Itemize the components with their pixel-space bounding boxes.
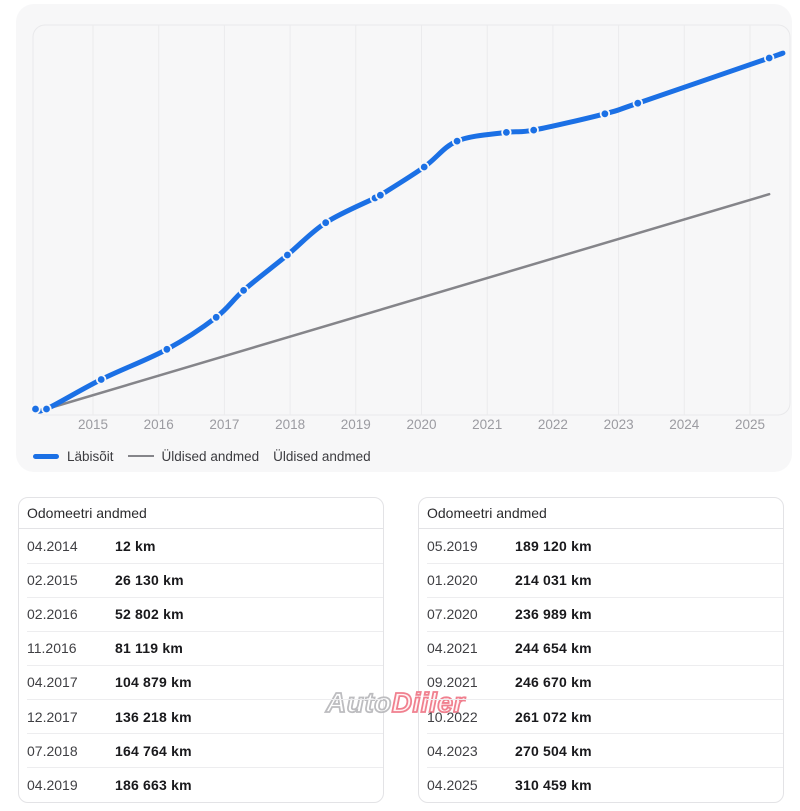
data-point-marker — [599, 108, 611, 120]
legend-item[interactable]: Läbisõit — [33, 449, 114, 464]
legend-item[interactable]: Üldised andmed — [273, 449, 371, 464]
odometer-date: 05.2019 — [427, 538, 478, 555]
table-row: 04.2017 104 879 km — [19, 664, 383, 699]
chart-legend: Läbisõit Üldised andmed Üldised andmed — [33, 445, 371, 467]
x-tick-label: 2023 — [603, 417, 634, 432]
table-row: 07.2020 236 989 km — [419, 596, 783, 631]
odometer-value: 236 989 km — [515, 606, 592, 623]
average-line — [45, 192, 771, 411]
data-point-marker — [238, 285, 249, 296]
odometer-date: 10.2022 — [427, 708, 478, 725]
table-row: 10.2022 261 072 km — [419, 698, 783, 733]
odometer-date: 04.2023 — [427, 742, 478, 759]
data-point-marker — [282, 249, 293, 261]
odometer-value: 81 119 km — [115, 640, 183, 657]
mileage-line — [33, 50, 786, 414]
odometer-value: 246 670 km — [515, 674, 592, 691]
x-tick-label: 2017 — [209, 417, 240, 432]
table-title: Odomeetri andmed — [419, 498, 783, 529]
odometer-table-right: Odomeetri andmed 05.2019 189 120 km 01.202… — [418, 497, 784, 803]
table-row: 09.2021 246 670 km — [419, 664, 783, 699]
odometer-date: 09.2021 — [427, 674, 478, 691]
odometer-value: 26 130 km — [115, 572, 184, 589]
data-point-marker — [528, 124, 539, 136]
odometer-date: 07.2018 — [27, 742, 78, 759]
table-row: 12.2017 136 218 km — [19, 698, 383, 733]
gray-line-swatch-icon — [127, 454, 154, 458]
odometer-date: 04.2014 — [27, 538, 78, 555]
blue-line-swatch-icon — [33, 453, 59, 459]
x-tick-label: 2020 — [406, 417, 437, 432]
x-tick-label: 2019 — [340, 417, 371, 432]
odometer-value: 136 218 km — [115, 708, 192, 725]
table-row: 01.2020 214 031 km — [419, 562, 783, 597]
table-rows: 04.2014 12 km 02.2015 26 130 km 02.2016 52 80… — [19, 529, 383, 802]
odometer-date: 04.2019 — [27, 776, 78, 793]
data-point-marker — [764, 52, 775, 64]
odometer-value: 270 504 km — [515, 742, 592, 759]
x-tick-label: 2022 — [537, 417, 568, 432]
odometer-date: 04.2021 — [427, 640, 478, 657]
odometer-value: 164 764 km — [115, 742, 192, 759]
x-tick-label: 2021 — [472, 417, 503, 432]
odometer-date: 02.2016 — [27, 606, 78, 623]
mileage-chart-card: 2015 2016 2017 2018 2019 2020 2021 2022 2023 2024… — [16, 4, 792, 472]
legend-item[interactable]: Üldised andmed — [127, 448, 260, 464]
odometer-table-left: Odomeetri andmed 04.2014 12 km 02.2015 26 1… — [18, 497, 384, 803]
table-row: 04.2019 186 663 km — [19, 767, 383, 802]
odometer-date: 04.2025 — [427, 776, 478, 793]
data-point-marker — [419, 161, 430, 173]
odometer-value: 244 654 km — [515, 640, 592, 657]
data-point-marker — [375, 189, 386, 201]
data-point-marker — [501, 127, 512, 138]
data-point-marker — [95, 374, 107, 385]
legend-label: Läbisõit — [67, 448, 114, 464]
odometer-value: 12 km — [115, 538, 156, 555]
x-tick-label: 2015 — [77, 417, 109, 432]
odometer-value: 261 072 km — [515, 708, 592, 725]
odometer-value: 104 879 km — [115, 674, 192, 691]
legend-label: Üldised andmed — [161, 448, 260, 464]
data-point-marker — [320, 217, 331, 228]
odometer-value: 186 663 km — [115, 776, 192, 793]
odometer-value: 189 120 km — [515, 538, 592, 555]
x-axis-labels: 2015 2016 2017 2018 2019 2020 2021 2022 2023 2024… — [16, 417, 792, 435]
table-title: Odomeetri andmed — [19, 498, 383, 529]
odometer-value: 310 459 km — [515, 776, 592, 793]
x-tick-label: 2025 — [734, 417, 766, 432]
table-row: 04.2023 270 504 km — [419, 733, 783, 768]
data-point-marker — [210, 312, 222, 323]
odometer-date: 01.2020 — [427, 572, 478, 589]
odometer-date: 07.2020 — [427, 606, 478, 623]
data-point-marker — [451, 135, 463, 147]
table-row: 04.2014 12 km — [19, 529, 383, 563]
data-point-marker — [41, 403, 52, 415]
table-row: 05.2019 189 120 km — [419, 529, 783, 563]
odometer-date: 02.2015 — [27, 572, 78, 589]
x-tick-label: 2016 — [143, 417, 174, 432]
table-row: 04.2021 244 654 km — [419, 630, 783, 665]
table-rows: 05.2019 189 120 km 01.2020 214 031 km 07.202… — [419, 529, 783, 802]
table-row: 02.2016 52 802 km — [19, 596, 383, 631]
data-point-marker — [161, 344, 173, 355]
data-point-marker — [30, 403, 41, 415]
table-row: 02.2015 26 130 km — [19, 562, 383, 597]
mileage-chart — [30, 24, 791, 416]
odometer-date: 11.2016 — [27, 640, 77, 657]
table-row: 11.2016 81 119 km — [19, 630, 383, 665]
legend-label: Üldised andmed — [273, 448, 371, 464]
table-row: 07.2018 164 764 km — [19, 733, 383, 768]
odometer-date: 04.2017 — [27, 674, 78, 691]
table-row: 04.2025 310 459 km — [419, 767, 783, 802]
odometer-date: 12.2017 — [27, 708, 78, 725]
data-point-marker — [632, 97, 644, 109]
x-tick-label: 2018 — [275, 417, 306, 432]
odometer-value: 214 031 km — [515, 572, 592, 589]
x-tick-label: 2024 — [669, 417, 700, 432]
plot-panel-border — [32, 24, 791, 416]
odometer-value: 52 802 km — [115, 606, 184, 623]
